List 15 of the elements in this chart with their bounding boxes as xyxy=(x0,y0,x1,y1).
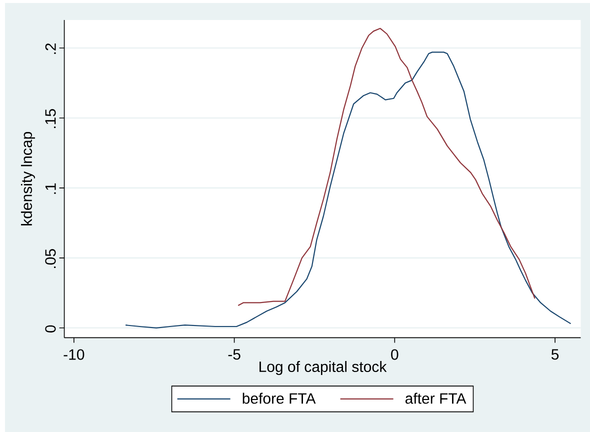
y-tick-label: 0 xyxy=(45,325,56,332)
y-axis-title: kdensity lncap xyxy=(21,132,35,226)
line-series xyxy=(238,28,536,306)
x-tick-label: 0 xyxy=(391,349,398,360)
y-tick-label: .2 xyxy=(45,43,56,54)
legend-label: before FTA xyxy=(242,392,316,404)
x-tick-label: -10 xyxy=(64,349,84,360)
line-series xyxy=(125,52,572,328)
x-axis-title: Log of capital stock xyxy=(260,361,387,375)
y-tick-label: .05 xyxy=(45,249,56,268)
x-tick-label: -5 xyxy=(228,349,240,360)
y-tick-label: .15 xyxy=(45,109,56,128)
y-tick-label: .1 xyxy=(45,183,56,194)
x-tick-label: 5 xyxy=(551,349,559,360)
legend-label: after FTA xyxy=(405,392,466,404)
